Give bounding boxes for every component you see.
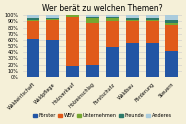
Bar [106,21,119,47]
Bar [46,15,59,18]
Bar [126,18,139,20]
Bar [46,40,59,77]
Bar [26,21,39,39]
Bar [106,47,119,77]
Bar [166,23,178,25]
Bar [146,15,158,18]
Bar [166,20,178,23]
Bar [46,20,59,40]
Bar [126,15,139,18]
Bar [86,18,99,23]
Legend: Förster, WBV, Unternehmen, Freunde, Anderes: Förster, WBV, Unternehmen, Freunde, Ande… [31,111,174,120]
Bar [26,15,39,18]
Bar [146,18,158,20]
Bar [86,23,99,65]
Bar [166,51,178,77]
Bar [86,65,99,77]
Bar [146,21,158,43]
Bar [26,20,39,21]
Bar [26,39,39,77]
Bar [126,43,139,77]
Title: Wer berät zu welchen Themen?: Wer berät zu welchen Themen? [42,4,163,13]
Bar [66,66,79,77]
Bar [166,15,178,20]
Bar [106,15,119,17]
Bar [26,18,39,20]
Bar [86,17,99,18]
Bar [46,19,59,20]
Bar [146,20,158,21]
Bar [106,18,119,21]
Bar [146,43,158,77]
Bar [166,25,178,51]
Bar [46,18,59,19]
Bar [106,17,119,18]
Bar [126,21,139,43]
Bar [86,15,99,17]
Bar [66,15,79,17]
Bar [126,20,139,21]
Bar [66,17,79,66]
